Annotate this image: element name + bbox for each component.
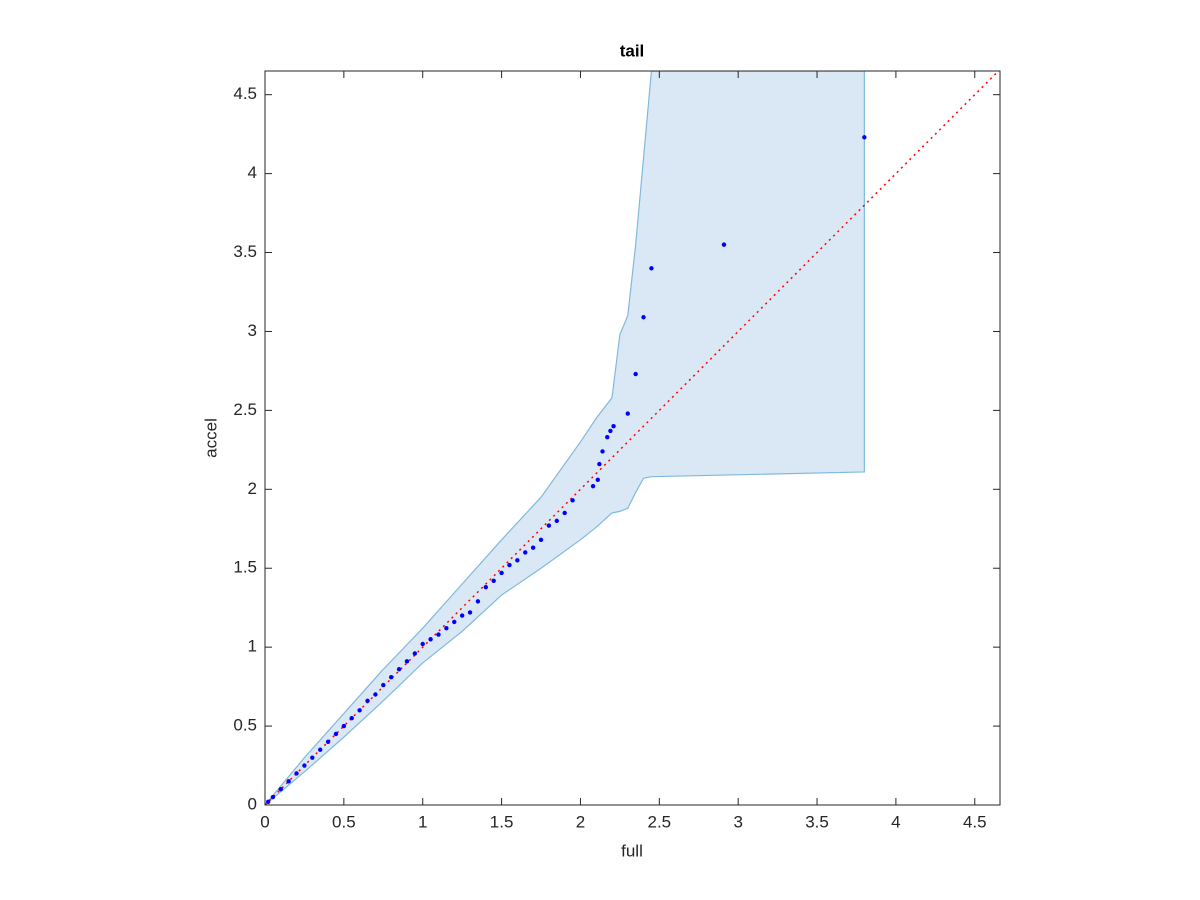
- data-point: [436, 632, 441, 637]
- x-tick-label: 4.5: [963, 812, 987, 831]
- data-point: [595, 477, 601, 483]
- data-point: [341, 723, 347, 729]
- chart-title: tail: [620, 41, 645, 60]
- data-point: [412, 651, 418, 656]
- y-axis-label: accel: [201, 418, 220, 458]
- data-point: [388, 674, 394, 680]
- y-tick-label: 4.5: [233, 84, 257, 103]
- data-point: [270, 794, 276, 800]
- x-tick-label: 2: [576, 812, 585, 831]
- data-point: [608, 428, 613, 434]
- y-tick-label: 3: [248, 321, 257, 340]
- data-point: [475, 599, 481, 604]
- data-point: [467, 610, 473, 615]
- data-point: [633, 371, 638, 377]
- data-point: [265, 799, 271, 805]
- data-point: [420, 641, 425, 647]
- data-point: [597, 461, 602, 467]
- data-point: [499, 570, 504, 576]
- data-point: [625, 411, 630, 416]
- data-point: [538, 537, 544, 543]
- data-point: [554, 518, 559, 524]
- data-point: [611, 423, 616, 429]
- data-point: [605, 435, 610, 440]
- data-point: [570, 498, 575, 503]
- y-tick-label: 0: [248, 794, 257, 813]
- data-point: [294, 771, 299, 776]
- plot-area: [265, 71, 1000, 805]
- x-tick-label: 0: [260, 812, 269, 831]
- y-tick-label: 2: [248, 479, 257, 498]
- x-tick-label: 1: [418, 812, 427, 831]
- data-point: [483, 584, 489, 590]
- data-point: [452, 619, 457, 625]
- data-point: [365, 698, 370, 704]
- y-tick-label: 1.5: [233, 558, 257, 577]
- data-point: [325, 739, 331, 745]
- y-tick-label: 1: [248, 637, 257, 656]
- confidence-band: [265, 71, 865, 805]
- data-point: [546, 523, 552, 528]
- x-tick-label: 0.5: [332, 812, 356, 831]
- data-point: [721, 242, 727, 247]
- data-point: [600, 449, 605, 454]
- data-point: [523, 550, 528, 555]
- data-point: [310, 755, 315, 760]
- x-tick-label: 2.5: [647, 812, 671, 831]
- data-point: [641, 315, 646, 320]
- x-tick-label: 3.5: [805, 812, 829, 831]
- data-point: [286, 779, 291, 784]
- data-point: [590, 483, 596, 489]
- y-tick-label: 0.5: [233, 716, 257, 735]
- data-point: [649, 266, 654, 271]
- data-point: [444, 626, 449, 631]
- x-tick-label: 4: [891, 812, 900, 831]
- data-point: [373, 692, 378, 697]
- data-point: [530, 545, 536, 550]
- x-tick-label: 3: [733, 812, 742, 831]
- data-point: [396, 667, 402, 672]
- data-point: [459, 613, 465, 618]
- y-tick-label: 3.5: [233, 242, 257, 261]
- data-point: [862, 135, 867, 140]
- axes-box: [264, 70, 1001, 806]
- data-point: [318, 747, 323, 752]
- data-point: [491, 578, 496, 584]
- data-point: [381, 682, 386, 688]
- x-axis-label: full: [621, 841, 643, 860]
- y-tick-label: 4: [248, 163, 257, 182]
- data-point: [278, 787, 283, 792]
- data-point: [349, 715, 354, 721]
- data-point: [357, 708, 362, 713]
- data-point: [515, 558, 520, 563]
- data-point: [404, 659, 410, 664]
- data-point: [507, 562, 512, 568]
- y-tick-label: 2.5: [233, 400, 257, 419]
- data-point: [302, 763, 307, 768]
- data-point: [562, 510, 567, 516]
- data-point: [333, 731, 339, 737]
- x-tick-label: 1.5: [490, 812, 514, 831]
- data-point: [428, 637, 433, 642]
